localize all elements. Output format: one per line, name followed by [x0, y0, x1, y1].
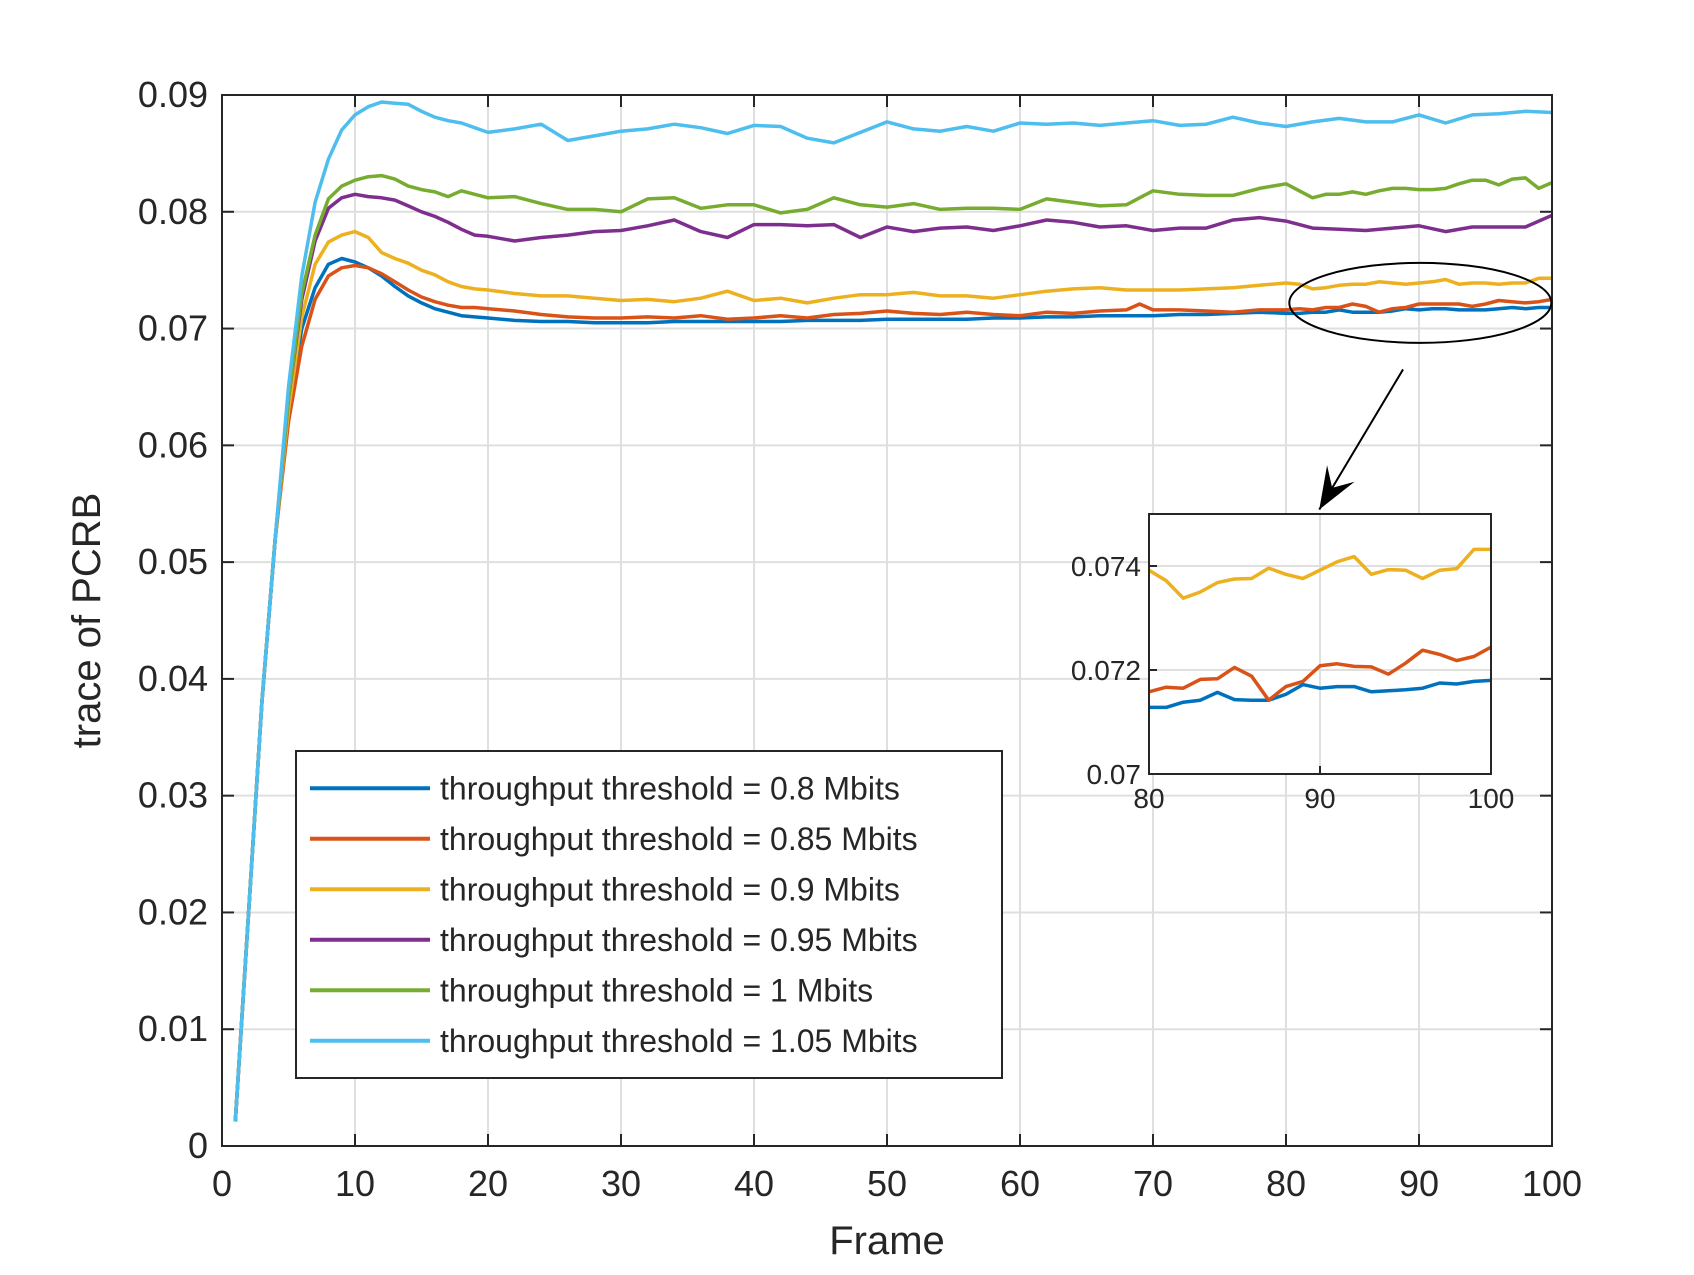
y-tick-label: 0.07: [138, 308, 208, 349]
y-tick-label: 0.02: [138, 891, 208, 932]
y-tick-label: 0.09: [138, 74, 208, 115]
y-axis-title: trace of PCRB: [65, 493, 109, 749]
series-line-3: [233, 229, 1552, 1122]
x-tick-label: 70: [1133, 1163, 1173, 1204]
main-series-layer: [233, 100, 1553, 1122]
x-tick-label: 20: [468, 1163, 508, 1204]
inset-grid: [1149, 514, 1491, 774]
legend-label-5: throughput threshold = 1 Mbits: [440, 972, 873, 1008]
y-tick-label: 0.08: [138, 191, 208, 232]
y-tick-label: 0: [188, 1125, 208, 1166]
y-tick-label: 0.05: [138, 541, 208, 582]
y-tick-label: 0.04: [138, 658, 208, 699]
inset-x-tick-label: 80: [1133, 783, 1164, 814]
legend-label-3: throughput threshold = 0.9 Mbits: [440, 871, 900, 907]
inset-x-tick-label: 90: [1304, 783, 1335, 814]
main-ticks: 0 10 20 30 40 50 60 70 80 90 100 0 0.01 0.02 0.03 0.04 0…: [138, 74, 1582, 1204]
x-tick-label: 0: [212, 1163, 232, 1204]
inset-y-tick-label: 0.07: [1087, 759, 1142, 790]
inset-x-tick-label: 100: [1468, 783, 1515, 814]
x-tick-label: 10: [335, 1163, 375, 1204]
inset-y-tick-label: 0.072: [1071, 655, 1141, 686]
y-tick-label: 0.03: [138, 775, 208, 816]
zoom-arrow-line: [1318, 368, 1404, 511]
y-tick-label: 0.01: [138, 1008, 208, 1049]
legend-label-2: throughput threshold = 0.85 Mbits: [440, 821, 918, 857]
x-tick-label: 40: [734, 1163, 774, 1204]
series-line-4: [233, 192, 1553, 1122]
zoom-ellipse: [1288, 261, 1553, 344]
x-tick-label: 90: [1399, 1163, 1439, 1204]
inset-ticks: 80 90 100 0.07 0.072 0.074: [1071, 551, 1514, 814]
x-tick-label: 80: [1266, 1163, 1306, 1204]
x-tick-label: 50: [867, 1163, 907, 1204]
series-line-2: [233, 263, 1553, 1122]
inset-series-line-3: [1148, 547, 1491, 600]
y-tick-label: 0.06: [138, 424, 208, 465]
legend-label-1: throughput threshold = 0.8 Mbits: [440, 770, 900, 806]
inset-series-layer: [1148, 547, 1492, 710]
inset-y-tick-label: 0.074: [1071, 551, 1141, 582]
legend-label-4: throughput threshold = 0.95 Mbits: [440, 922, 918, 958]
x-tick-label: 100: [1522, 1163, 1582, 1204]
legend-label-6: throughput threshold = 1.05 Mbits: [440, 1023, 918, 1059]
x-tick-label: 60: [1000, 1163, 1040, 1204]
zoom-arrow-head: [1319, 465, 1355, 510]
legend: throughput threshold = 0.8 Mbits throughp…: [295, 750, 1003, 1079]
legend-box: [295, 750, 1003, 1079]
x-tick-label: 30: [601, 1163, 641, 1204]
inset-series-line-2: [1148, 645, 1492, 702]
x-axis-title: Frame: [829, 1219, 945, 1263]
series-line-6: [233, 100, 1553, 1122]
series-line-5: [233, 173, 1553, 1122]
inset-series-line-1: [1149, 678, 1492, 710]
